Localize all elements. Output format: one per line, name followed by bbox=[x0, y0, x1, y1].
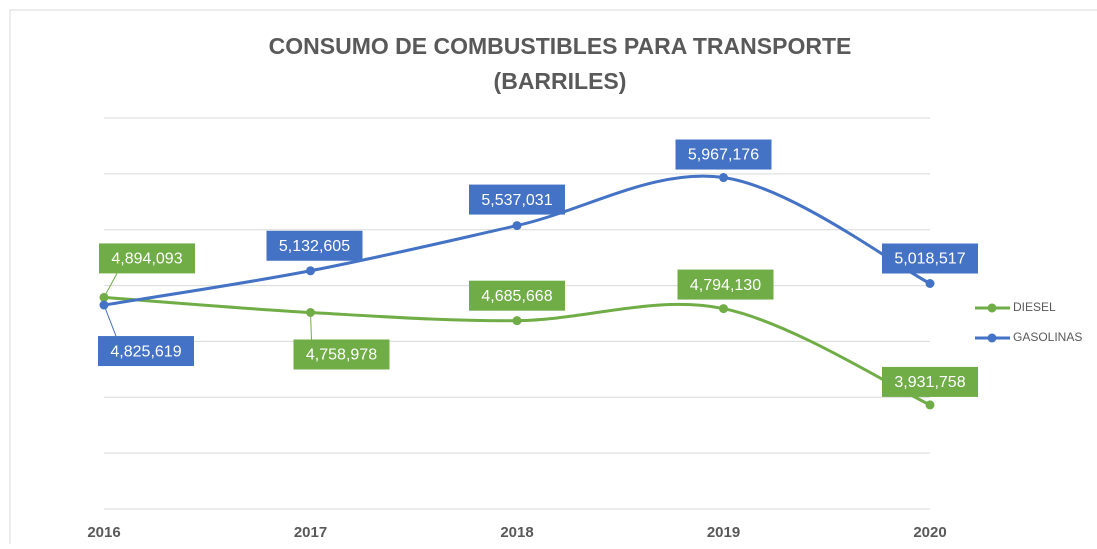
x-tick-label: 2019 bbox=[707, 524, 740, 541]
label-box bbox=[469, 184, 565, 215]
point bbox=[512, 316, 522, 326]
leader-line bbox=[310, 312, 312, 340]
data-label: 3,931,758 bbox=[894, 374, 965, 391]
data-label: 4,794,130 bbox=[690, 277, 761, 294]
point bbox=[719, 304, 728, 314]
label-box bbox=[882, 243, 978, 274]
data-label: 4,894,093 bbox=[111, 251, 182, 268]
label-box bbox=[99, 243, 195, 274]
label-box bbox=[469, 280, 565, 311]
x-tick-label: 2016 bbox=[87, 524, 120, 541]
label-box bbox=[98, 336, 194, 367]
data-label: 5,967,176 bbox=[688, 147, 759, 164]
legend-label: GASOLINAS bbox=[1013, 330, 1082, 344]
data-label: 4,825,619 bbox=[110, 343, 181, 360]
data-label: 5,018,517 bbox=[894, 251, 965, 268]
point bbox=[719, 173, 728, 183]
legend-marker bbox=[987, 303, 997, 313]
x-tick-label: 2020 bbox=[913, 524, 946, 541]
label-box bbox=[266, 230, 363, 261]
legend-label: DIESEL bbox=[1013, 300, 1056, 314]
point bbox=[306, 266, 315, 276]
chart-subtitle: (BARRILES) bbox=[494, 68, 627, 94]
point bbox=[925, 279, 935, 289]
label-box bbox=[882, 366, 978, 397]
leader-line bbox=[103, 273, 118, 298]
label-box bbox=[675, 139, 772, 170]
label-box bbox=[677, 269, 774, 300]
point bbox=[512, 221, 522, 231]
data-label: 4,685,668 bbox=[481, 288, 552, 305]
data-label: 5,132,605 bbox=[279, 238, 350, 255]
leader-line bbox=[103, 304, 117, 337]
legend-marker bbox=[987, 333, 997, 343]
x-tick-label: 2017 bbox=[294, 524, 327, 541]
chart-frame bbox=[9, 9, 1097, 549]
x-tick-label: 2018 bbox=[500, 524, 533, 541]
data-label: 5,537,031 bbox=[481, 192, 552, 209]
label-box bbox=[293, 339, 390, 370]
chart-title: CONSUMO DE COMBUSTIBLES PARA TRANSPORTE bbox=[269, 33, 852, 59]
point bbox=[925, 400, 935, 410]
data-label: 4,758,978 bbox=[306, 347, 377, 364]
